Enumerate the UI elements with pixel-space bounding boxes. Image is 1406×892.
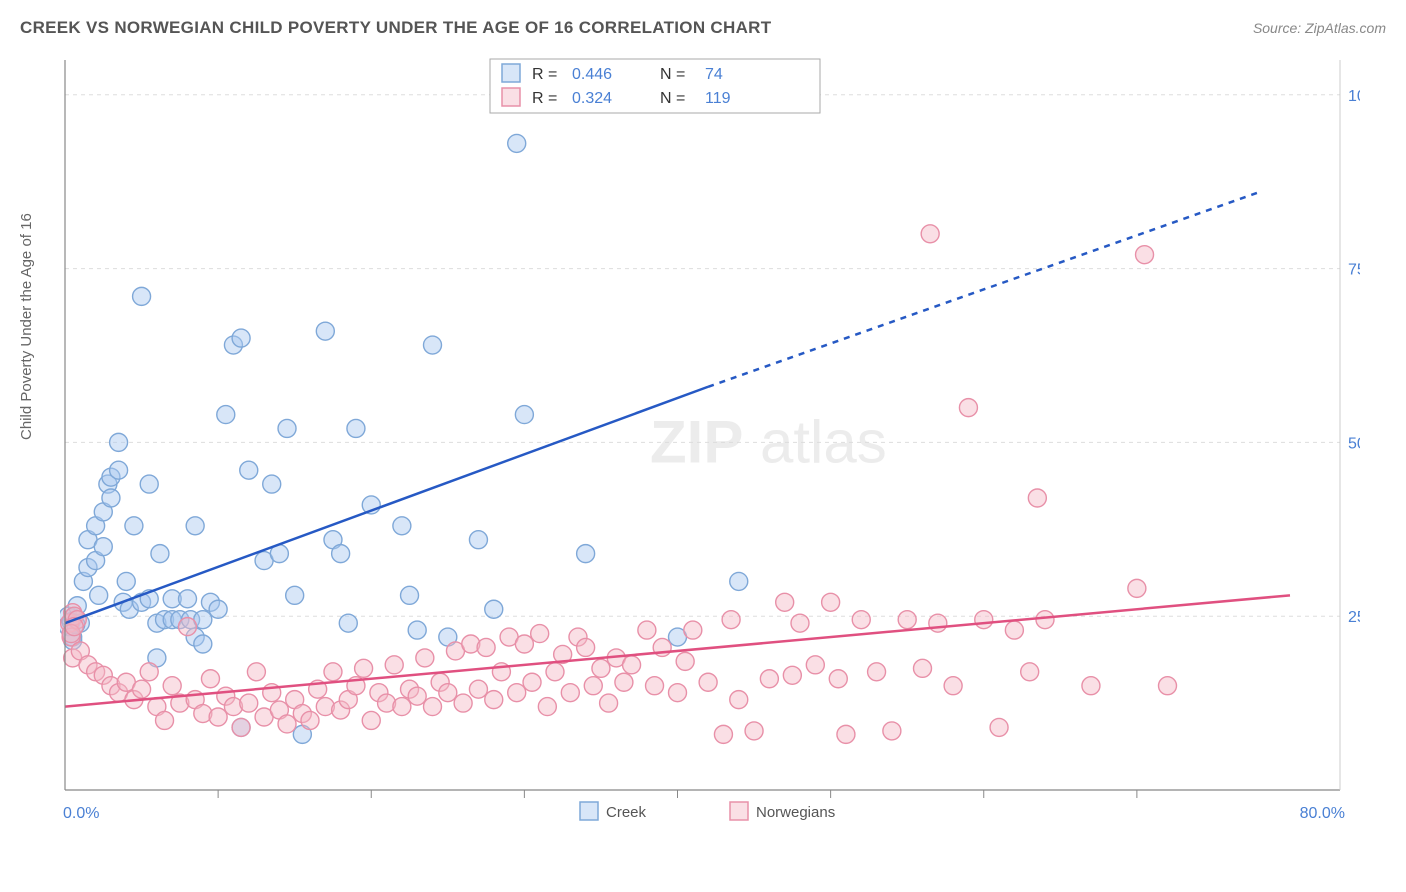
svg-text:atlas: atlas: [760, 408, 887, 475]
svg-text:N =: N =: [660, 66, 685, 83]
y-axis-label: Child Poverty Under the Age of 16: [18, 213, 35, 440]
svg-text:75.0%: 75.0%: [1348, 262, 1360, 279]
chart-container: CREEK VS NORWEGIAN CHILD POVERTY UNDER T…: [0, 0, 1406, 892]
svg-text:R =: R =: [532, 90, 557, 107]
svg-text:80.0%: 80.0%: [1300, 805, 1345, 822]
svg-text:119: 119: [705, 90, 731, 107]
title-bar: CREEK VS NORWEGIAN CHILD POVERTY UNDER T…: [20, 18, 1386, 38]
svg-text:N =: N =: [660, 90, 685, 107]
svg-text:0.324: 0.324: [572, 90, 612, 107]
svg-text:74: 74: [705, 66, 723, 83]
svg-text:ZIP: ZIP: [650, 408, 743, 475]
chart-area: ZIP atlas 0.0% 80.0% 25.0% 50.0% 75.0% 100.0% R …: [60, 55, 1360, 825]
chart-title: CREEK VS NORWEGIAN CHILD POVERTY UNDER T…: [20, 18, 771, 38]
svg-text:100.0%: 100.0%: [1348, 88, 1360, 105]
svg-text:50.0%: 50.0%: [1348, 435, 1360, 452]
svg-text:0.446: 0.446: [572, 66, 612, 83]
source-label: Source: ZipAtlas.com: [1253, 20, 1386, 36]
svg-text:25.0%: 25.0%: [1348, 609, 1360, 626]
svg-text:Norwegians: Norwegians: [756, 804, 835, 821]
svg-text:Creek: Creek: [606, 804, 647, 821]
svg-text:R =: R =: [532, 66, 557, 83]
scatter-chart: ZIP atlas 0.0% 80.0% 25.0% 50.0% 75.0% 100.0% R …: [60, 55, 1360, 855]
svg-text:0.0%: 0.0%: [63, 805, 99, 822]
